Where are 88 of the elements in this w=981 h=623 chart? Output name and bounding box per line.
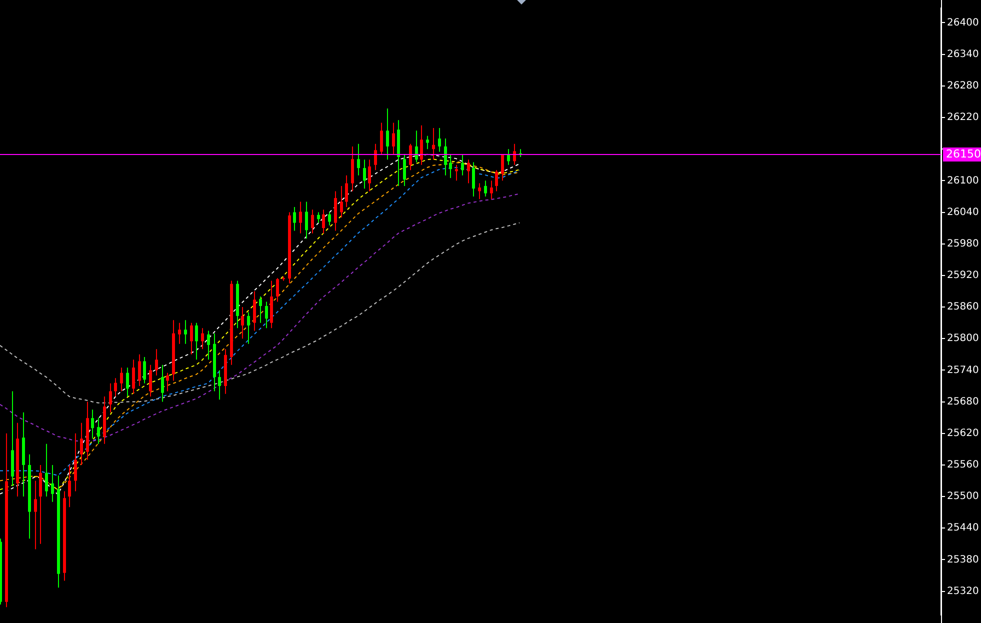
- candlestick: [190, 322, 193, 355]
- candlestick: [513, 143, 516, 166]
- candlestick: [143, 356, 146, 384]
- candlestick: [68, 464, 71, 508]
- candlestick: [201, 328, 204, 350]
- candlestick: [166, 372, 169, 392]
- candlestick: [259, 296, 262, 324]
- y-tick-label: 25740: [947, 364, 979, 376]
- candlestick: [109, 382, 112, 413]
- y-tick-label: 25500: [947, 491, 979, 502]
- candlestick: [386, 108, 389, 160]
- candlestick: [490, 180, 493, 200]
- y-tick-label: 26040: [947, 206, 979, 218]
- y-tick-label: 25680: [947, 396, 979, 408]
- candlestick: [155, 348, 158, 376]
- candlestick: [392, 122, 395, 155]
- candlestick: [299, 201, 302, 234]
- candlestick: [467, 159, 470, 184]
- candlestick: [247, 312, 250, 344]
- y-tick-label: 26220: [947, 112, 979, 124]
- candlestick: [426, 135, 429, 150]
- candlestick: [132, 359, 135, 394]
- y-tick-label: 26280: [947, 80, 979, 92]
- candlestick: [178, 322, 181, 344]
- candlestick: [380, 122, 383, 155]
- candlestick: [265, 301, 268, 329]
- candlestick: [293, 206, 296, 232]
- candlestick: [161, 364, 164, 402]
- candlestick: [345, 174, 348, 208]
- candlestick: [340, 185, 343, 218]
- candlestick: [420, 124, 423, 166]
- y-tick-label: 25320: [947, 586, 979, 597]
- candlestick: [363, 159, 366, 190]
- candlestick: [444, 138, 447, 176]
- candlestick: [374, 143, 377, 171]
- candlestick: [80, 422, 83, 466]
- candlestick: [455, 164, 458, 182]
- candlestick: [97, 417, 100, 444]
- y-tick-label: 25620: [947, 428, 979, 439]
- candlestick: [357, 143, 360, 176]
- y-tick-label: 26400: [947, 17, 979, 28]
- candlestick: [114, 378, 117, 398]
- candlestick: [218, 370, 221, 400]
- candlestick: [495, 170, 498, 192]
- candlestick: [311, 209, 314, 234]
- candlestick: [432, 128, 435, 160]
- candlestick: [438, 128, 441, 152]
- y-tick-label: 26100: [947, 175, 979, 186]
- candlestick: [305, 201, 308, 240]
- candlestick: [449, 154, 452, 179]
- candlestick: [403, 154, 406, 186]
- candlestick: [91, 409, 94, 440]
- candlestick: [149, 364, 152, 398]
- candlestick: [368, 159, 371, 192]
- candlestick: [138, 354, 141, 386]
- candlestick: [501, 154, 504, 182]
- candlestick: [276, 278, 279, 302]
- candlestick: [415, 130, 418, 163]
- y-tick-label: 25800: [947, 333, 979, 344]
- candlestick: [253, 290, 256, 332]
- candlestick: [317, 212, 320, 224]
- y-tick-label: 25440: [947, 522, 979, 534]
- line-series: [0, 222, 520, 404]
- candlestick: [207, 330, 210, 360]
- candlestick: [241, 306, 244, 340]
- candlestick: [34, 480, 37, 550]
- candlestick: [39, 464, 42, 544]
- candlestick: [195, 322, 198, 360]
- candlestick: [484, 180, 487, 197]
- candlestick: [328, 212, 331, 226]
- y-tick-label: 26340: [947, 48, 979, 60]
- candlestick: [120, 367, 123, 392]
- candlestick: [51, 464, 54, 502]
- candlestick: [478, 182, 481, 200]
- candlestick: [184, 320, 187, 344]
- y-tick-label: 25380: [947, 554, 979, 566]
- y-tick-label: 25860: [947, 302, 979, 313]
- ref-line-label: 26150: [946, 147, 981, 160]
- candlestick: [461, 154, 464, 176]
- y-tick-label: 25980: [947, 238, 979, 250]
- candlestick: [45, 443, 48, 498]
- candlestick: [74, 432, 77, 492]
- candlestick: [322, 209, 325, 234]
- candlestick: [126, 367, 129, 398]
- y-tick-label: 25920: [947, 270, 979, 282]
- y-tick-label: 25560: [947, 460, 979, 471]
- candlestick: [409, 143, 412, 171]
- candlestick: [472, 162, 475, 197]
